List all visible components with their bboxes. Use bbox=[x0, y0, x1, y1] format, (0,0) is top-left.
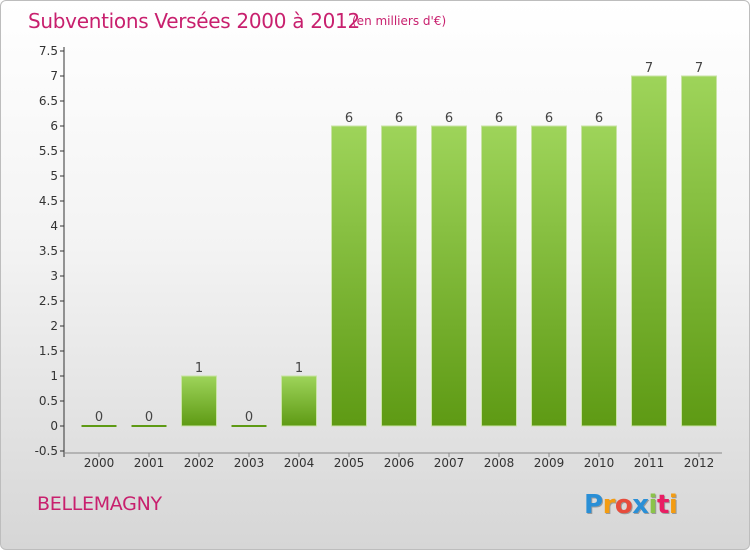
bar[interactable] bbox=[231, 425, 267, 427]
y-tick-label: 3 bbox=[50, 269, 58, 283]
x-tick-label: 2000 bbox=[84, 456, 115, 470]
x-tick-label: 2012 bbox=[684, 456, 715, 470]
x-tick-label: 2010 bbox=[584, 456, 615, 470]
x-tick-label: 2007 bbox=[434, 456, 465, 470]
y-tick-label: 0 bbox=[50, 419, 58, 433]
data-label: 1 bbox=[195, 361, 203, 376]
x-tick-label: 2009 bbox=[534, 456, 565, 470]
x-tick-label: 2002 bbox=[184, 456, 215, 470]
bar[interactable] bbox=[681, 75, 717, 427]
data-label: 7 bbox=[645, 61, 653, 76]
data-label: 0 bbox=[95, 410, 103, 425]
bar[interactable] bbox=[581, 125, 617, 427]
bar[interactable] bbox=[181, 375, 217, 427]
data-label: 6 bbox=[445, 111, 453, 126]
x-tick-label: 2008 bbox=[484, 456, 515, 470]
data-label: 0 bbox=[245, 410, 253, 425]
y-tick-label: 3.5 bbox=[39, 244, 58, 258]
data-label: 1 bbox=[295, 361, 303, 376]
y-tick-label: 5.5 bbox=[39, 144, 58, 158]
data-label: 6 bbox=[395, 111, 403, 126]
logo-letter: x bbox=[632, 490, 649, 520]
y-tick-label: -0.5 bbox=[35, 444, 58, 458]
data-label: 6 bbox=[495, 111, 503, 126]
bar[interactable] bbox=[431, 125, 467, 427]
proxiti-logo[interactable]: Proxiti bbox=[584, 490, 678, 520]
bar[interactable] bbox=[331, 125, 367, 427]
data-label: 6 bbox=[545, 111, 553, 126]
y-tick-label: 4.5 bbox=[39, 194, 58, 208]
logo-letter: r bbox=[602, 490, 616, 520]
y-tick-label: 4 bbox=[50, 219, 58, 233]
logo-letter: o bbox=[614, 490, 633, 520]
bar[interactable] bbox=[281, 375, 317, 427]
data-label: 7 bbox=[695, 61, 703, 76]
y-tick-label: 0.5 bbox=[39, 394, 58, 408]
logo-letter: P bbox=[584, 490, 603, 520]
bar[interactable] bbox=[631, 75, 667, 427]
logo-letter: t bbox=[656, 490, 669, 520]
bar[interactable] bbox=[481, 125, 517, 427]
bar[interactable] bbox=[131, 425, 167, 427]
data-label: 6 bbox=[345, 111, 353, 126]
x-tick-label: 2011 bbox=[634, 456, 665, 470]
logo-letter: i bbox=[648, 490, 658, 520]
logo-letter: i bbox=[668, 490, 678, 520]
chart-title: Subventions Versées 2000 à 2012 bbox=[28, 9, 360, 33]
y-tick-label: 7 bbox=[50, 69, 58, 83]
commune-name: BELLEMAGNY bbox=[37, 493, 162, 515]
x-tick-label: 2004 bbox=[284, 456, 315, 470]
bar[interactable] bbox=[381, 125, 417, 427]
y-tick-label: 2 bbox=[50, 319, 58, 333]
x-tick-label: 2003 bbox=[234, 456, 265, 470]
x-tick-label: 2005 bbox=[334, 456, 365, 470]
unit-note: (en milliers d'€) bbox=[352, 14, 447, 28]
x-tick-label: 2006 bbox=[384, 456, 415, 470]
bar[interactable] bbox=[81, 425, 117, 427]
data-label: 6 bbox=[595, 111, 603, 126]
y-tick-label: 1 bbox=[50, 369, 58, 383]
y-tick-label: 7.5 bbox=[39, 44, 58, 58]
y-tick-label: 6.5 bbox=[39, 94, 58, 108]
y-tick-label: 6 bbox=[50, 119, 58, 133]
y-tick-label: 5 bbox=[50, 169, 58, 183]
y-tick-label: 2.5 bbox=[39, 294, 58, 308]
data-label: 0 bbox=[145, 410, 153, 425]
bar[interactable] bbox=[531, 125, 567, 427]
y-tick-label: 1.5 bbox=[39, 344, 58, 358]
x-tick-label: 2001 bbox=[134, 456, 165, 470]
